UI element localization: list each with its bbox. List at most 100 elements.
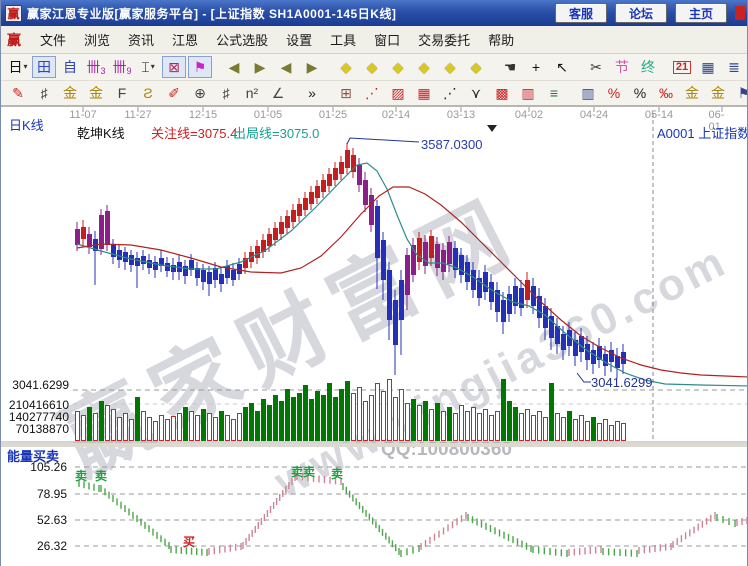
- bars-tool-button[interactable]: ▥: [576, 82, 600, 104]
- home-button[interactable]: 主页: [675, 3, 727, 23]
- menu-item-2[interactable]: 资讯: [128, 32, 155, 48]
- flag-price-button[interactable]: ⚑: [732, 82, 747, 104]
- sell-signal-label: 卖: [331, 467, 344, 481]
- grid-axes-button[interactable]: ▥: [516, 82, 540, 104]
- spiral-tool-icon: Ƨ: [143, 85, 153, 101]
- nav-last-button[interactable]: ▶: [248, 56, 272, 78]
- terminal-button[interactable]: 终: [636, 56, 660, 78]
- menu-item-8[interactable]: 交易委托: [418, 32, 471, 48]
- notepad-button[interactable]: ≣: [722, 56, 746, 78]
- circle-grid-tool-button[interactable]: ⊕: [188, 82, 212, 104]
- menu-item-9[interactable]: 帮助: [488, 32, 515, 48]
- diamond-zoomin-icon: ◆: [470, 59, 482, 75]
- diamond-zoomin-button[interactable]: ◆: [464, 56, 488, 78]
- scissors-button[interactable]: ✂: [584, 56, 608, 78]
- calculator-icon: ▦: [701, 59, 715, 75]
- grid-red2-icon: ▩: [495, 85, 509, 101]
- gold-line-icon: 金: [711, 85, 725, 101]
- crosshair-tool-button[interactable]: +: [524, 56, 548, 78]
- grid-red2-button[interactable]: ▩: [490, 82, 514, 104]
- diamond-updown-button[interactable]: ◆: [386, 56, 410, 78]
- forum-button[interactable]: 论坛: [615, 3, 667, 23]
- fan-lines-button[interactable]: ⋰: [438, 82, 462, 104]
- date-tick-label: 04-02: [514, 109, 544, 121]
- gold-grid2-tool-icon: 金: [89, 85, 103, 101]
- quote-panel-button[interactable]: 自: [58, 56, 82, 78]
- stamp-button[interactable]: ⊠: [162, 56, 186, 78]
- marker-tool-button[interactable]: ✐: [162, 82, 186, 104]
- period-day-button[interactable]: 日 ▾: [6, 56, 30, 78]
- energy-indicator-ticks: [78, 473, 747, 557]
- grid-axes-icon: ▥: [521, 85, 535, 101]
- instrument-label: A0001 上证指数: [657, 126, 748, 141]
- indicator-title: 能量买卖: [7, 449, 60, 464]
- diamond-scroll-left-button[interactable]: ◆: [334, 56, 358, 78]
- nav-first-button[interactable]: ◀: [222, 56, 246, 78]
- service-button[interactable]: 客服: [555, 3, 607, 23]
- angle-tool-button[interactable]: ∠: [266, 82, 290, 104]
- gold-line-button[interactable]: 金: [706, 82, 730, 104]
- rect-tool-button[interactable]: ⊞: [334, 82, 358, 104]
- terminal-icon: 终: [641, 59, 655, 75]
- hash-tool-button[interactable]: ♯: [214, 82, 238, 104]
- indicator-scale-1: 105.26: [30, 460, 67, 474]
- titlebar-red-badge: [735, 6, 745, 20]
- diamond-scroll-right-button[interactable]: ◆: [360, 56, 384, 78]
- n-square-tool-button[interactable]: n²: [240, 82, 264, 104]
- n-square-tool-icon: n²: [245, 85, 259, 101]
- pen-tool-button[interactable]: ✎: [6, 82, 30, 104]
- sell-signal-label: 卖卖: [291, 465, 316, 479]
- crosshair-tool-icon: +: [531, 59, 541, 75]
- menu-item-7[interactable]: 窗口: [374, 32, 401, 48]
- gann-box-red-button[interactable]: ▨: [386, 82, 410, 104]
- gann-grid-red-button[interactable]: ▦: [412, 82, 436, 104]
- exit-line-value: 出局线=3075.0: [233, 126, 320, 141]
- candle-style-button[interactable]: ⌶ ▾: [136, 56, 160, 78]
- menu-item-5[interactable]: 设置: [286, 32, 313, 48]
- menu-item-0[interactable]: 文件: [40, 32, 67, 48]
- date-tick-label: 06-01: [708, 109, 725, 133]
- diamond-zoomout-button[interactable]: ◆: [438, 56, 462, 78]
- chart-area[interactable]: 赢家财富网 www.yingjia360.com QQ:100800360 11…: [1, 106, 748, 566]
- gann-fan-red-icon: ⋰: [365, 85, 379, 101]
- pointer-erase-button[interactable]: ↖: [550, 56, 574, 78]
- rect-tool-icon: ⊞: [340, 85, 352, 101]
- gann-grid-tool-button[interactable]: ♯: [32, 82, 56, 104]
- nav-next-button[interactable]: ▶: [300, 56, 324, 78]
- menu-item-3[interactable]: 江恩: [172, 32, 199, 48]
- gold-grid-tool-button[interactable]: 金: [58, 82, 82, 104]
- percent-tool-button[interactable]: %: [628, 82, 652, 104]
- gold-circle-icon: 金: [685, 85, 699, 101]
- hand-tool-button[interactable]: ☚: [498, 56, 522, 78]
- multi-window-button[interactable]: 田: [32, 56, 56, 78]
- flag-button[interactable]: ⚑: [188, 56, 212, 78]
- buy-signal-label: 买: [183, 535, 196, 549]
- menu-item-6[interactable]: 工具: [330, 32, 357, 48]
- more-tools-button[interactable]: »: [300, 82, 324, 104]
- percent-tool-icon: %: [633, 85, 647, 101]
- f-grid-tool-button[interactable]: F: [110, 82, 134, 104]
- fan-lines-icon: ⋰: [443, 85, 457, 101]
- calendar-button[interactable]: 21: [670, 56, 694, 78]
- spiral-tool-button[interactable]: Ƨ: [136, 82, 160, 104]
- diamond-updown-icon: ◆: [392, 59, 404, 75]
- gold-grid2-tool-button[interactable]: 金: [84, 82, 108, 104]
- calculator-button[interactable]: ▦: [696, 56, 720, 78]
- diamond-leftright-button[interactable]: ◆: [412, 56, 436, 78]
- festival-button[interactable]: 节: [610, 56, 634, 78]
- gold-circle-button[interactable]: 金: [680, 82, 704, 104]
- date-tick-label: 11-07: [69, 109, 97, 121]
- menu-item-4[interactable]: 公式选股: [216, 32, 269, 48]
- kline-chart[interactable]: [1, 107, 748, 566]
- wave-tool-button[interactable]: ⋎: [464, 82, 488, 104]
- menu-item-1[interactable]: 浏览: [84, 32, 111, 48]
- gann-grid-tool-icon: ♯: [40, 85, 48, 101]
- percent-line-button[interactable]: ‰: [654, 82, 678, 104]
- nav-prev-button[interactable]: ◀: [274, 56, 298, 78]
- gann-fan-red-button[interactable]: ⋰: [360, 82, 384, 104]
- percent-retrace-button[interactable]: %: [602, 82, 626, 104]
- parallel-lines-button[interactable]: ≡: [542, 82, 566, 104]
